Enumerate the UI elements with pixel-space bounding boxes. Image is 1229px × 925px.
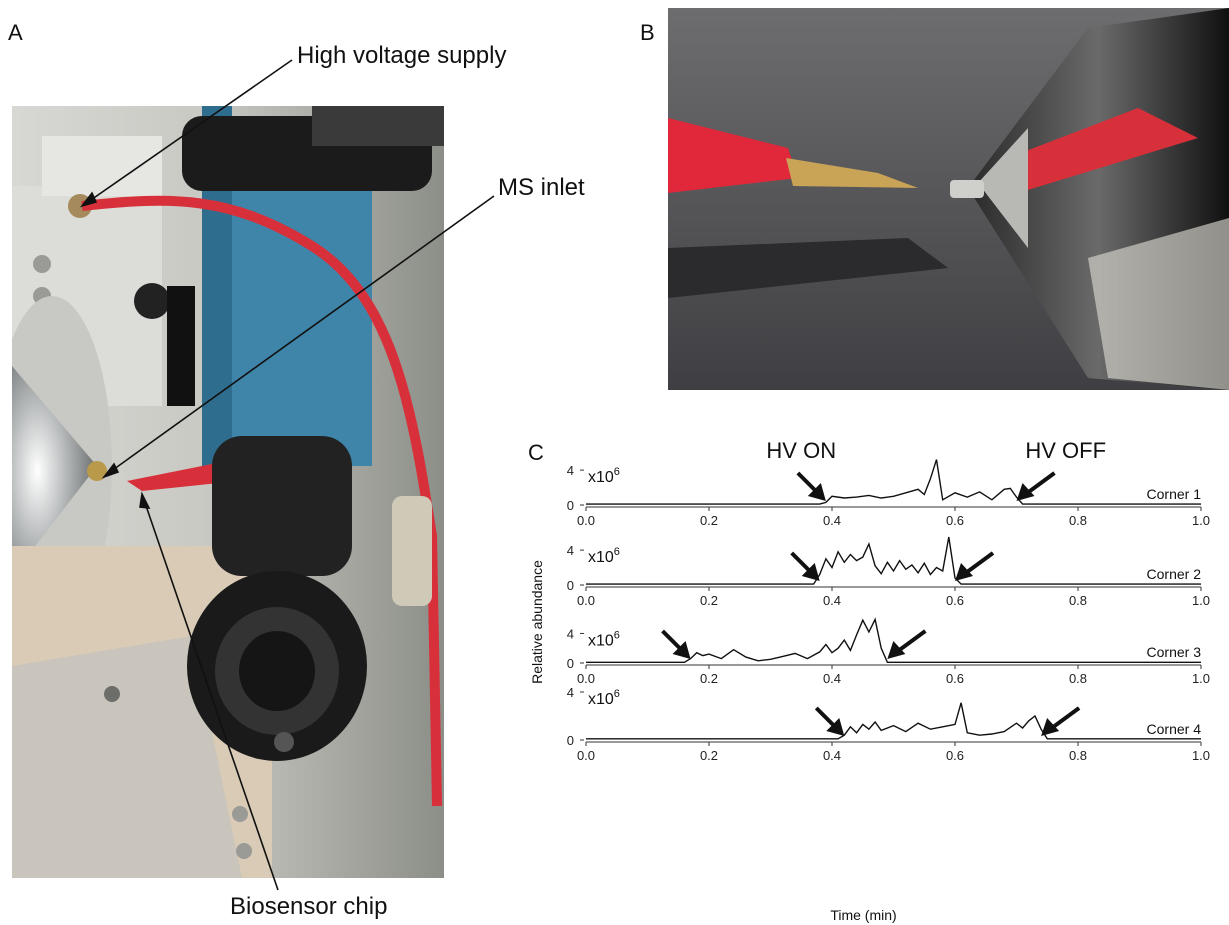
x-tick-label: 0.8 bbox=[1069, 671, 1087, 686]
hv-on-arrowhead bbox=[801, 563, 820, 581]
x-tick-label: 0.2 bbox=[700, 748, 718, 763]
hv-off-arrowhead bbox=[955, 563, 973, 581]
hv-off-arrowhead bbox=[1041, 718, 1060, 736]
x-tick-label: 0.0 bbox=[577, 671, 595, 686]
x-tick-label: 0.8 bbox=[1069, 748, 1087, 763]
x-tick-label: 0.6 bbox=[946, 593, 964, 608]
series-line-2 bbox=[586, 536, 1201, 585]
callout-biosensor-chip: Biosensor chip bbox=[230, 893, 388, 920]
y-tick-label: 4 bbox=[567, 626, 574, 641]
x-tick-label: 0.8 bbox=[1069, 513, 1087, 528]
x-tick-label: 0.8 bbox=[1069, 593, 1087, 608]
callout-high-voltage-supply: High voltage supply bbox=[297, 42, 507, 69]
x-tick-label: 1.0 bbox=[1192, 513, 1210, 528]
y-tick-label: 0 bbox=[567, 498, 574, 513]
panel-b-label: B bbox=[640, 20, 655, 45]
hv-on-arrowhead bbox=[826, 718, 845, 736]
series-label: Corner 4 bbox=[1147, 721, 1202, 737]
x-tick-label: 0.4 bbox=[823, 513, 841, 528]
y-tick-label: 0 bbox=[567, 733, 574, 748]
x-tick-label: 0.6 bbox=[946, 671, 964, 686]
series-line-3 bbox=[586, 617, 1201, 664]
y-multiplier: x106 bbox=[588, 466, 620, 486]
x-tick-label: 0.4 bbox=[823, 748, 841, 763]
x-tick-label: 0.2 bbox=[700, 593, 718, 608]
series-label: Corner 2 bbox=[1147, 566, 1202, 582]
series-label: Corner 1 bbox=[1147, 486, 1202, 502]
x-tick-label: 1.0 bbox=[1192, 671, 1210, 686]
annotation-hv-off: HV OFF bbox=[1025, 438, 1106, 463]
y-tick-label: 4 bbox=[567, 543, 574, 558]
y-tick-label: 0 bbox=[567, 578, 574, 593]
photo-chip-closeup bbox=[668, 8, 1229, 390]
y-tick-label: 4 bbox=[567, 685, 574, 700]
y-multiplier: x106 bbox=[588, 688, 620, 708]
y-multiplier: x106 bbox=[588, 629, 620, 649]
hv-off-arrowhead bbox=[1016, 483, 1035, 501]
hv-on-arrowhead bbox=[807, 483, 826, 501]
x-tick-label: 0.6 bbox=[946, 513, 964, 528]
y-tick-label: 4 bbox=[567, 463, 574, 478]
y-multiplier: x106 bbox=[588, 546, 620, 566]
x-tick-label: 1.0 bbox=[1192, 748, 1210, 763]
x-tick-label: 0.2 bbox=[700, 671, 718, 686]
hv-on-arrowhead bbox=[672, 641, 691, 659]
series-line-4 bbox=[586, 702, 1201, 740]
x-tick-label: 0.0 bbox=[577, 593, 595, 608]
x-axis-label: Time (min) bbox=[830, 907, 896, 923]
x-tick-label: 0.2 bbox=[700, 513, 718, 528]
x-tick-label: 0.0 bbox=[577, 513, 595, 528]
x-tick-label: 0.6 bbox=[946, 748, 964, 763]
x-tick-label: 1.0 bbox=[1192, 593, 1210, 608]
x-tick-label: 0.4 bbox=[823, 671, 841, 686]
y-tick-label: 0 bbox=[567, 656, 574, 671]
panel-c-label: C bbox=[528, 440, 544, 465]
y-axis-label: Relative abundance bbox=[529, 560, 545, 684]
annotation-hv-on: HV ON bbox=[766, 438, 836, 463]
hv-off-arrowhead bbox=[887, 641, 906, 659]
callout-ms-inlet: MS inlet bbox=[498, 174, 585, 201]
series-line-1 bbox=[586, 459, 1201, 505]
x-tick-label: 0.4 bbox=[823, 593, 841, 608]
panel-a-label: A bbox=[8, 20, 23, 45]
photo-ms-setup bbox=[12, 106, 444, 878]
series-label: Corner 3 bbox=[1147, 644, 1202, 660]
x-tick-label: 0.0 bbox=[577, 748, 595, 763]
chromatogram-chart: 0.0 0.2 0.4 0.6 0.8 1.0 4 0 x106 Corner 1 0.0 0.2 0.… bbox=[529, 438, 1210, 923]
